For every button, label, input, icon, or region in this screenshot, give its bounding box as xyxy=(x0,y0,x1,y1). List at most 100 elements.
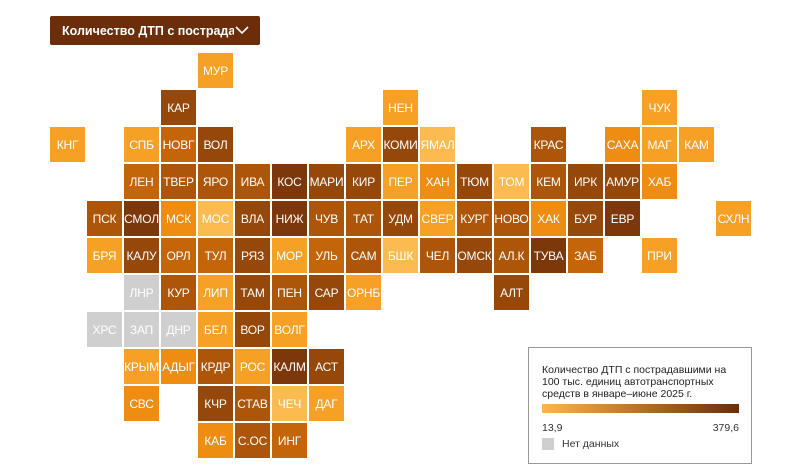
region-tile-хрс[interactable]: ХРС xyxy=(87,312,122,347)
no-data-swatch xyxy=(542,438,554,450)
region-tile-мск[interactable]: МСК xyxy=(161,201,196,236)
region-tile-сар[interactable]: САР xyxy=(309,275,344,310)
metric-dropdown[interactable]: Количество ДТП с пострадав… xyxy=(50,16,260,45)
region-tile-ямал[interactable]: ЯМАЛ xyxy=(420,127,455,162)
region-tile-сам[interactable]: САМ xyxy=(346,238,381,273)
region-tile-чук[interactable]: ЧУК xyxy=(642,90,677,125)
region-tile-инг[interactable]: ИНГ xyxy=(272,423,307,458)
region-tile-вла[interactable]: ВЛА xyxy=(235,201,270,236)
region-tile-орл[interactable]: ОРЛ xyxy=(161,238,196,273)
legend-gradient-bar xyxy=(542,404,739,413)
region-tile-тул[interactable]: ТУЛ xyxy=(198,238,233,273)
region-tile-бря[interactable]: БРЯ xyxy=(87,238,122,273)
region-tile-мос[interactable]: МОС xyxy=(198,201,233,236)
region-tile-тат[interactable]: ТАТ xyxy=(346,201,381,236)
region-tile-зап[interactable]: ЗАП xyxy=(124,312,159,347)
region-tile-рос[interactable]: РОС xyxy=(235,349,270,384)
region-tile-саха[interactable]: САХА xyxy=(605,127,640,162)
region-tile-схлн[interactable]: СХЛН xyxy=(716,201,751,236)
region-tile-твер[interactable]: ТВЕР xyxy=(161,164,196,199)
region-tile-ново[interactable]: НОВО xyxy=(494,201,529,236)
region-tile-пер[interactable]: ПЕР xyxy=(383,164,418,199)
region-tile-удм[interactable]: УДМ xyxy=(383,201,418,236)
region-tile-алк[interactable]: АЛ.К xyxy=(494,238,529,273)
region-tile-бур[interactable]: БУР xyxy=(568,201,603,236)
region-tile-евр[interactable]: ЕВР xyxy=(605,201,640,236)
region-tile-чув[interactable]: ЧУВ xyxy=(309,201,344,236)
region-tile-свс[interactable]: СВС xyxy=(124,386,159,421)
region-tile-нен[interactable]: НЕН xyxy=(383,90,418,125)
region-tile-амур[interactable]: АМУР xyxy=(605,164,640,199)
no-data-label: Нет данных xyxy=(562,438,620,450)
region-tile-новг[interactable]: НОВГ xyxy=(161,127,196,162)
region-tile-лнр[interactable]: ЛНР xyxy=(124,275,159,310)
region-tile-днр[interactable]: ДНР xyxy=(161,312,196,347)
region-tile-орнб[interactable]: ОРНБ xyxy=(346,275,381,310)
region-tile-пск[interactable]: ПСК xyxy=(87,201,122,236)
region-tile-чеч[interactable]: ЧЕЧ xyxy=(272,386,307,421)
region-tile-вол[interactable]: ВОЛ xyxy=(198,127,233,162)
region-tile-тюм[interactable]: ТЮМ xyxy=(457,164,492,199)
region-tile-лип[interactable]: ЛИП xyxy=(198,275,233,310)
region-tile-адыг[interactable]: АДЫГ xyxy=(161,349,196,384)
region-tile-арх[interactable]: АРХ xyxy=(346,127,381,162)
region-tile-калм[interactable]: КАЛМ xyxy=(272,349,307,384)
region-tile-крдр[interactable]: КРДР xyxy=(198,349,233,384)
region-tile-кам[interactable]: КАМ xyxy=(679,127,714,162)
region-tile-чел[interactable]: ЧЕЛ xyxy=(420,238,455,273)
region-tile-мур[interactable]: МУР xyxy=(198,53,233,88)
region-tile-сос[interactable]: С.ОС xyxy=(235,423,270,458)
region-tile-даг[interactable]: ДАГ xyxy=(309,386,344,421)
region-tile-каб[interactable]: КАБ xyxy=(198,423,233,458)
region-tile-ниж[interactable]: НИЖ xyxy=(272,201,307,236)
chevron-down-icon xyxy=(234,23,250,39)
metric-dropdown-label: Количество ДТП с пострадав… xyxy=(62,23,234,38)
region-tile-ива[interactable]: ИВА xyxy=(235,164,270,199)
region-tile-кург[interactable]: КУРГ xyxy=(457,201,492,236)
region-tile-кос[interactable]: КОС xyxy=(272,164,307,199)
region-tile-кнг[interactable]: КНГ xyxy=(50,127,85,162)
region-tile-хан[interactable]: ХАН xyxy=(420,164,455,199)
region-tile-при[interactable]: ПРИ xyxy=(642,238,677,273)
region-tile-кур[interactable]: КУР xyxy=(161,275,196,310)
region-tile-коми[interactable]: КОМИ xyxy=(383,127,418,162)
region-tile-кар[interactable]: КАР xyxy=(161,90,196,125)
region-tile-мор[interactable]: МОР xyxy=(272,238,307,273)
region-tile-мари[interactable]: МАРИ xyxy=(309,164,344,199)
region-tile-маг[interactable]: МАГ xyxy=(642,127,677,162)
region-tile-аст[interactable]: АСТ xyxy=(309,349,344,384)
region-tile-лен[interactable]: ЛЕН xyxy=(124,164,159,199)
legend: Количество ДТП с пострадавшими на 100 ты… xyxy=(528,347,752,464)
region-tile-заб[interactable]: ЗАБ xyxy=(568,238,603,273)
region-tile-том[interactable]: ТОМ xyxy=(494,164,529,199)
region-tile-хак[interactable]: ХАК xyxy=(531,201,566,236)
legend-max-label: 379,6 xyxy=(712,422,739,434)
region-tile-тува[interactable]: ТУВА xyxy=(531,238,566,273)
region-tile-алт[interactable]: АЛТ xyxy=(494,275,529,310)
region-tile-кем[interactable]: КЕМ xyxy=(531,164,566,199)
region-tile-хаб[interactable]: ХАБ xyxy=(642,164,677,199)
region-tile-крым[interactable]: КРЫМ xyxy=(124,349,159,384)
region-tile-кир[interactable]: КИР xyxy=(346,164,381,199)
region-tile-яро[interactable]: ЯРО xyxy=(198,164,233,199)
region-tile-омск[interactable]: ОМСК xyxy=(457,238,492,273)
legend-min-label: 13,9 xyxy=(542,422,563,434)
region-tile-став[interactable]: СТАВ xyxy=(235,386,270,421)
region-tile-волг[interactable]: ВОЛГ xyxy=(272,312,307,347)
region-tile-калу[interactable]: КАЛУ xyxy=(124,238,159,273)
region-tile-крас[interactable]: КРАС xyxy=(531,127,566,162)
region-tile-бшк[interactable]: БШК xyxy=(383,238,418,273)
region-tile-пен[interactable]: ПЕН xyxy=(272,275,307,310)
region-tile-ирк[interactable]: ИРК xyxy=(568,164,603,199)
region-tile-спб[interactable]: СПБ xyxy=(124,127,159,162)
region-tile-бел[interactable]: БЕЛ xyxy=(198,312,233,347)
region-tile-там[interactable]: ТАМ xyxy=(235,275,270,310)
region-tile-свер[interactable]: СВЕР xyxy=(420,201,455,236)
legend-title: Количество ДТП с пострадавшими на 100 ты… xyxy=(542,364,727,400)
region-tile-уль[interactable]: УЛЬ xyxy=(309,238,344,273)
region-tile-вор[interactable]: ВОР xyxy=(235,312,270,347)
region-tile-кчр[interactable]: КЧР xyxy=(198,386,233,421)
region-tile-ряз[interactable]: РЯЗ xyxy=(235,238,270,273)
region-tile-смол[interactable]: СМОЛ xyxy=(124,201,159,236)
